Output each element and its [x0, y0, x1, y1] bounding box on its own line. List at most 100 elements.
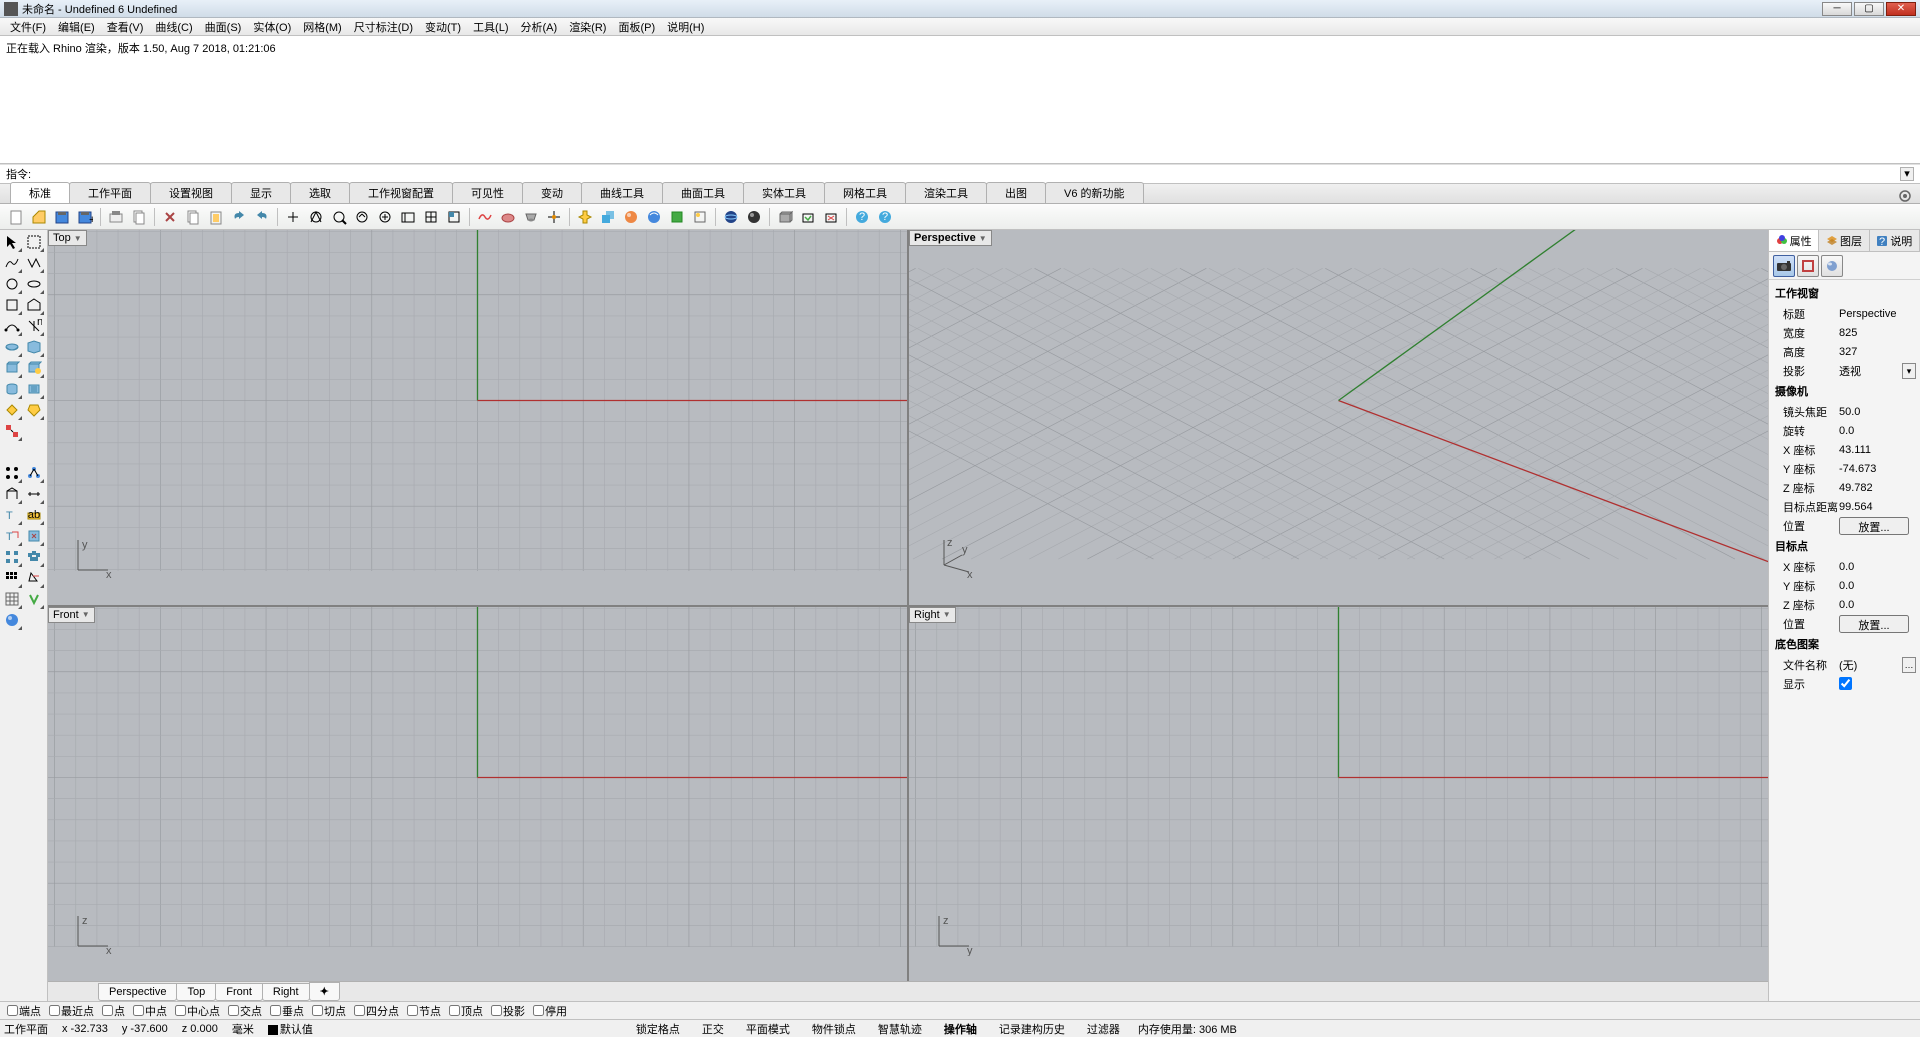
toolbar-button[interactable]: [598, 207, 618, 227]
gear-icon[interactable]: [1898, 189, 1912, 203]
statusbar-toggle[interactable]: 正交: [698, 1021, 728, 1037]
toolbar-button[interactable]: [252, 207, 272, 227]
menu-item[interactable]: 说明(H): [661, 19, 710, 35]
toolbar-tab[interactable]: 设置视图: [150, 182, 232, 203]
viewport-title-front[interactable]: Front ▼: [48, 607, 95, 623]
tool-button[interactable]: [2, 274, 22, 294]
osnap-checkbox[interactable]: [49, 1005, 60, 1016]
dropdown-button[interactable]: ▾: [1902, 363, 1916, 379]
viewport-title-perspective[interactable]: Perspective ▼: [909, 230, 992, 246]
value[interactable]: 49.782: [1839, 482, 1916, 494]
toolbar-button[interactable]: [775, 207, 795, 227]
tool-button[interactable]: T: [2, 505, 22, 525]
osnap-checkbox[interactable]: [407, 1005, 418, 1016]
tool-button[interactable]: [2, 253, 22, 273]
value[interactable]: 0.0: [1839, 561, 1916, 573]
toolbar-button[interactable]: [306, 207, 326, 227]
toolbar-tab[interactable]: 标准: [10, 182, 70, 203]
osnap-item[interactable]: 点: [99, 1003, 128, 1019]
tool-button[interactable]: [24, 568, 44, 588]
statusbar-toggle[interactable]: 智慧轨迹: [874, 1021, 926, 1037]
menu-item[interactable]: 查看(V): [101, 19, 150, 35]
osnap-checkbox[interactable]: [354, 1005, 365, 1016]
menu-item[interactable]: 实体(O): [247, 19, 297, 35]
tool-button[interactable]: [2, 442, 22, 462]
toolbar-tab[interactable]: 显示: [231, 182, 291, 203]
osnap-item[interactable]: 四分点: [351, 1003, 402, 1019]
toolbar-tab[interactable]: 选取: [290, 182, 350, 203]
browse-button[interactable]: …: [1902, 657, 1916, 673]
tool-button[interactable]: [2, 568, 22, 588]
toolbar-button[interactable]: [644, 207, 664, 227]
tab-help[interactable]: ? 说明: [1870, 230, 1920, 251]
tool-button[interactable]: [2, 421, 22, 441]
toolbar-button[interactable]: [421, 207, 441, 227]
tool-button[interactable]: [2, 547, 22, 567]
tool-button[interactable]: [24, 337, 44, 357]
tool-button[interactable]: T: [2, 526, 22, 546]
toolbar-button[interactable]: [721, 207, 741, 227]
tool-button[interactable]: [24, 610, 44, 630]
osnap-checkbox[interactable]: [133, 1005, 144, 1016]
osnap-item[interactable]: 垂点: [267, 1003, 307, 1019]
toolbar-button[interactable]: [352, 207, 372, 227]
chevron-down-icon[interactable]: ▼: [943, 610, 951, 619]
osnap-item[interactable]: 停用: [530, 1003, 570, 1019]
camera-icon-button[interactable]: [1773, 255, 1795, 277]
toolbar-button[interactable]: [329, 207, 349, 227]
tool-button[interactable]: [24, 253, 44, 273]
osnap-item[interactable]: 最近点: [46, 1003, 97, 1019]
tool-button[interactable]: [2, 400, 22, 420]
viewport-tab[interactable]: Front: [215, 983, 263, 1001]
tool-button[interactable]: [2, 379, 22, 399]
toolbar-button[interactable]: [206, 207, 226, 227]
tool-button[interactable]: [24, 589, 44, 609]
osnap-item[interactable]: 端点: [4, 1003, 44, 1019]
tool-button[interactable]: [2, 316, 22, 336]
toolbar-tab[interactable]: 变动: [522, 182, 582, 203]
menu-item[interactable]: 变动(T): [419, 19, 467, 35]
toolbar-button[interactable]: [29, 207, 49, 227]
value[interactable]: -74.673: [1839, 463, 1916, 475]
osnap-checkbox[interactable]: [270, 1005, 281, 1016]
toolbar-button[interactable]: [690, 207, 710, 227]
value[interactable]: 99.564: [1839, 501, 1916, 513]
texture-icon-button[interactable]: [1821, 255, 1843, 277]
toolbar-button[interactable]: [744, 207, 764, 227]
viewport-title-right[interactable]: Right ▼: [909, 607, 956, 623]
toolbar-button[interactable]: [375, 207, 395, 227]
tool-button[interactable]: [24, 484, 44, 504]
value[interactable]: 50.0: [1839, 406, 1916, 418]
menu-item[interactable]: 网格(M): [297, 19, 348, 35]
osnap-checkbox[interactable]: [175, 1005, 186, 1016]
tool-button[interactable]: [2, 484, 22, 504]
osnap-item[interactable]: 切点: [309, 1003, 349, 1019]
osnap-checkbox[interactable]: [312, 1005, 323, 1016]
osnap-item[interactable]: 中心点: [172, 1003, 223, 1019]
toolbar-tab[interactable]: V6 的新功能: [1045, 182, 1144, 203]
toolbar-tab[interactable]: 工作视窗配置: [349, 182, 453, 203]
toolbar-button[interactable]: [521, 207, 541, 227]
tool-button[interactable]: [2, 463, 22, 483]
toolbar-button[interactable]: [183, 207, 203, 227]
osnap-checkbox[interactable]: [102, 1005, 113, 1016]
toolbar-tab[interactable]: 曲面工具: [662, 182, 744, 203]
menu-item[interactable]: 尺寸标注(D): [348, 19, 419, 35]
osnap-item[interactable]: 节点: [404, 1003, 444, 1019]
toolbar-button[interactable]: [798, 207, 818, 227]
osnap-checkbox[interactable]: [449, 1005, 460, 1016]
viewport-title-top[interactable]: Top ▼: [48, 230, 87, 246]
toolbar-button[interactable]: [667, 207, 687, 227]
tab-layers[interactable]: 图层: [1819, 230, 1869, 251]
toolbar-button[interactable]: [52, 207, 72, 227]
tool-button[interactable]: [2, 232, 22, 252]
chevron-down-icon[interactable]: ▼: [74, 234, 82, 243]
tool-button[interactable]: [24, 295, 44, 315]
viewport-tab[interactable]: Right: [262, 983, 310, 1001]
tool-button[interactable]: [2, 295, 22, 315]
toolbar-button[interactable]: [229, 207, 249, 227]
value[interactable]: 43.111: [1839, 444, 1916, 456]
show-checkbox[interactable]: [1839, 677, 1852, 690]
sb-layer[interactable]: 默认值: [268, 1021, 313, 1037]
toolbar-tab[interactable]: 工作平面: [69, 182, 151, 203]
